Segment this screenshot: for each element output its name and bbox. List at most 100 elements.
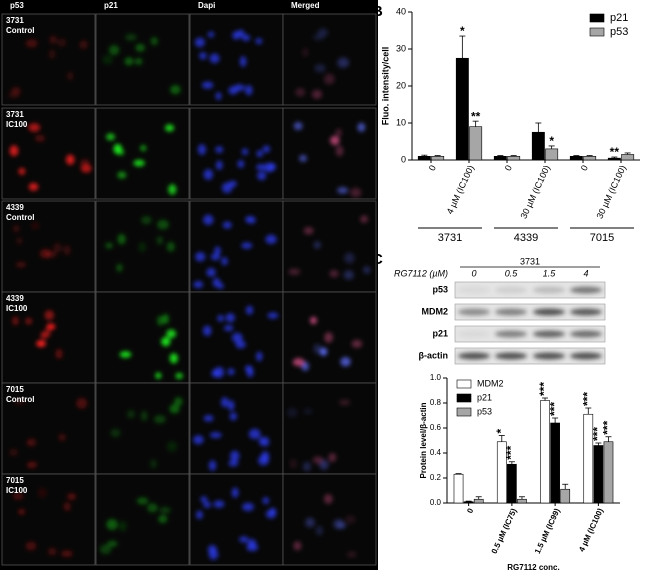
nucleus (47, 547, 57, 556)
nucleus (313, 33, 325, 41)
bar (517, 498, 527, 504)
nucleus (231, 332, 243, 343)
nucleus (49, 35, 57, 44)
nucleus (245, 85, 253, 96)
nucleus (197, 144, 206, 156)
x-tick-label: 0 (427, 164, 438, 173)
column-header: Dapi (198, 1, 215, 10)
blot-band (458, 308, 490, 316)
bar (583, 156, 597, 161)
x-tick-label: 0.5 µM (IC75) (490, 507, 519, 556)
nucleus (350, 187, 362, 198)
nucleus (293, 541, 302, 551)
nucleus (235, 340, 246, 349)
nucleus (147, 503, 158, 513)
significance: *** (537, 382, 551, 396)
blot-band (570, 286, 602, 294)
bar (455, 57, 469, 161)
nucleus (55, 348, 63, 359)
error-bar (508, 461, 515, 465)
nucleus (241, 34, 251, 42)
y-tick-label: 10 (396, 117, 406, 127)
cell-nuclei (12, 487, 77, 557)
nucleus (302, 461, 312, 472)
row-label: 3731 (6, 110, 24, 119)
nucleus (248, 216, 256, 224)
blot-band (533, 330, 565, 338)
nucleus (335, 128, 342, 137)
nucleus (150, 36, 158, 46)
error-bar (475, 496, 482, 500)
blot-band (458, 330, 490, 338)
nucleus (18, 167, 26, 175)
significance: *** (601, 420, 615, 434)
nucleus (203, 501, 212, 508)
blot-protein: p53 (432, 284, 448, 294)
nucleus (215, 92, 222, 100)
nucleus (12, 316, 19, 326)
nucleus (221, 397, 229, 408)
legend-label: MDM2 (477, 378, 504, 388)
row-label: 3731 (6, 16, 24, 25)
nucleus (328, 453, 337, 463)
row-label: Control (6, 395, 34, 404)
nucleus (166, 241, 175, 252)
legend-swatch (456, 379, 472, 389)
cell-nuclei (99, 497, 171, 555)
nucleus (207, 31, 215, 38)
nucleus (315, 525, 324, 536)
nucleus (242, 502, 254, 512)
nucleus (201, 81, 214, 89)
cell-nuclei (7, 35, 88, 99)
blot-band (570, 330, 602, 338)
nucleus (193, 280, 204, 289)
micrograph (189, 473, 284, 566)
group-label: 3731 (438, 232, 462, 244)
nucleus (333, 519, 344, 530)
nucleus (140, 216, 152, 225)
nucleus (65, 154, 75, 165)
nucleus (162, 313, 169, 325)
nucleus (255, 38, 263, 45)
y-tick-label: 0.0 (430, 498, 442, 507)
cell-nuclei (295, 28, 350, 99)
significance: *** (591, 427, 605, 441)
bar (493, 156, 507, 161)
micrograph (95, 291, 190, 384)
nucleus (155, 372, 162, 379)
cell-nuclei (12, 310, 63, 359)
nucleus (208, 460, 217, 471)
nucleus (106, 133, 116, 141)
nucleus (57, 38, 67, 47)
cell-nuclei (119, 313, 184, 380)
cell-nuclei (110, 397, 183, 469)
nucleus (222, 221, 232, 229)
panel-label: C (372, 251, 383, 268)
nucleus (157, 219, 169, 230)
blot-strip (454, 347, 606, 365)
nucleus (344, 252, 355, 264)
nucleus (265, 234, 277, 245)
nucleus (133, 159, 145, 167)
nucleus (360, 215, 369, 223)
legend-label: p21 (477, 392, 492, 402)
nucleus (292, 358, 305, 367)
nucleus (26, 461, 36, 469)
nucleus (63, 245, 71, 256)
micrograph (95, 107, 190, 200)
cell-nuclei (193, 214, 277, 289)
nucleus (215, 146, 224, 154)
nucleus (15, 261, 27, 268)
nucleus (227, 400, 235, 411)
nucleus (324, 332, 334, 343)
cell-nuclei (105, 216, 175, 272)
nucleus (262, 497, 270, 505)
nucleus (256, 150, 264, 158)
nucleus (116, 263, 123, 272)
cell-nuclei (292, 316, 363, 372)
blot-cell-line: 3731 (520, 256, 540, 266)
significance: ** (610, 145, 620, 159)
nucleus (248, 428, 261, 440)
cell-nuclei (202, 305, 279, 378)
nucleus (136, 497, 149, 505)
